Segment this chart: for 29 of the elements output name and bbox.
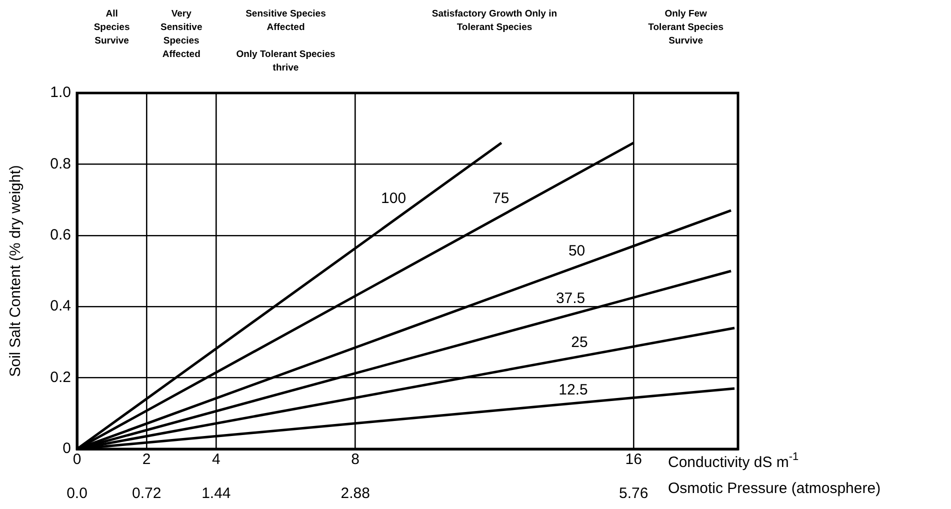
x2-tick-label: 1.44 [202, 485, 231, 502]
text: Satisfactory Growth Only in Tolerant Species [432, 8, 558, 33]
series-label: 50 [568, 242, 586, 260]
x-tick-label: 4 [212, 451, 220, 468]
x2-axis-title: Osmotic Pressure (atmosphere) [668, 480, 881, 498]
text: Sensitive Species Affected [246, 8, 326, 33]
x-tick-label: 16 [625, 451, 642, 468]
y-tick-label: 0.4 [50, 298, 71, 315]
x-tick-label: 2 [142, 451, 151, 468]
series-label: 12.5 [558, 381, 588, 398]
x2-tick-label: 0.0 [66, 485, 88, 502]
y-tick-label: 1.0 [50, 84, 71, 102]
series-label: 75 [492, 190, 510, 207]
x2-tick-label: 5.76 [619, 485, 648, 502]
y-tick-label: 0.6 [50, 226, 71, 244]
series-label: 25 [571, 334, 588, 352]
x2-tick-label: 0.72 [132, 485, 162, 502]
text: Only Tolerant Species thrive [236, 48, 336, 74]
y-axis-title: Soil Salt Content (% dry weight) [7, 165, 24, 377]
x-tick-label: 8 [351, 451, 360, 468]
series-label: 37.5 [556, 290, 586, 307]
y-tick-label: 0.2 [50, 368, 71, 386]
text: Only Few Tolerant Species Survive [648, 8, 724, 46]
series-label: 100 [381, 190, 406, 207]
y-tick-label: 0 [62, 440, 71, 458]
text: All Species Survive [94, 8, 130, 46]
text: Very Sensitive Species Affected [160, 8, 202, 60]
y-tick-label: 0.8 [50, 155, 71, 172]
x2-tick-label: 2.88 [340, 485, 370, 502]
